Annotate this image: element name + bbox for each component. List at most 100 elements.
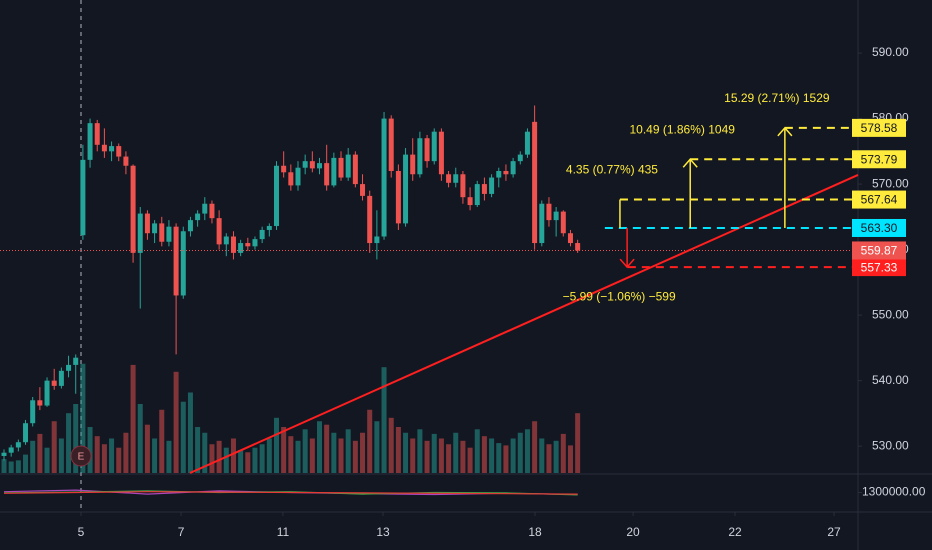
- candle-body: [187, 220, 193, 232]
- candle-body: [324, 163, 330, 186]
- indicator-line: [4, 491, 578, 495]
- candle-body: [51, 380, 57, 386]
- volume-bar: [87, 427, 93, 473]
- candle-body: [252, 239, 258, 247]
- measure-label: 10.49 (1.86%) 1049: [630, 122, 736, 136]
- candle-body: [288, 172, 294, 186]
- volume-bar: [223, 447, 229, 473]
- candle-body: [575, 243, 581, 251]
- x-tick-label: 5: [78, 525, 85, 539]
- volume-bar: [259, 444, 265, 473]
- candle-body: [510, 161, 516, 175]
- volume-bar: [37, 433, 43, 473]
- candle-body: [202, 203, 208, 214]
- candle-body: [144, 213, 150, 234]
- volume-bar: [360, 432, 366, 473]
- arrow-head: [682, 158, 698, 168]
- volume-bar: [467, 447, 473, 473]
- volume-bar: [503, 445, 509, 473]
- last-price-tag-box: [852, 241, 906, 260]
- volume-bar: [481, 436, 487, 473]
- candle-body: [30, 400, 36, 424]
- volume-bar: [195, 427, 201, 473]
- volume-bar: [453, 432, 459, 473]
- candle-body: [1, 452, 7, 456]
- earnings-icon-letter: E: [78, 452, 85, 463]
- volume-bar: [460, 440, 466, 473]
- y-tick-label: 540.00: [872, 373, 909, 387]
- x-tick-label: 22: [728, 525, 742, 539]
- volume-bar: [403, 432, 409, 473]
- volume-bar: [288, 436, 294, 473]
- candle-body: [367, 195, 373, 244]
- y-tick-label: 550.00: [872, 307, 909, 321]
- level-tag-box: [852, 218, 906, 237]
- candle-body: [539, 203, 545, 244]
- candle-body: [180, 231, 186, 296]
- volume-bar: [51, 421, 57, 473]
- level-tag: 563.30: [861, 221, 898, 235]
- volume-bar: [302, 429, 308, 473]
- volume-bar: [438, 438, 444, 473]
- candle-body: [360, 184, 366, 196]
- volume-bar: [567, 445, 573, 473]
- volume-bar: [309, 438, 315, 473]
- volume-bar: [58, 438, 64, 473]
- level-tag-box: [852, 150, 906, 169]
- volume-bar: [560, 433, 566, 473]
- candle-body: [159, 223, 165, 242]
- candle-body: [116, 146, 122, 157]
- volume-bar: [345, 429, 351, 473]
- volume-bar: [496, 443, 502, 473]
- trendline: [189, 174, 859, 474]
- candle-body: [352, 154, 358, 185]
- volume-bar: [180, 401, 186, 473]
- volume-bar: [431, 433, 437, 473]
- candle-body: [317, 163, 323, 169]
- volume-bar: [66, 413, 72, 473]
- volume-bar: [367, 409, 373, 473]
- candle-body: [309, 161, 315, 169]
- volume-bar: [331, 432, 337, 473]
- x-tick-label: 11: [277, 525, 290, 539]
- volume-bar: [252, 447, 258, 473]
- x-tick-label: 20: [626, 525, 640, 539]
- level-tag: 578.58: [861, 121, 898, 135]
- candle-body: [8, 447, 14, 453]
- volume-bar: [230, 438, 236, 473]
- candle-body: [374, 236, 380, 244]
- indicator-tick-label: 1300000.00: [862, 485, 926, 499]
- candle-body: [524, 131, 530, 155]
- x-tick-label: 13: [376, 525, 390, 539]
- level-tag-box: [852, 118, 906, 137]
- volume-bar: [144, 424, 150, 473]
- candle-body: [209, 203, 215, 219]
- arrow-head: [777, 126, 793, 137]
- last-price-tag: 559.87: [861, 244, 898, 258]
- volume-bar: [159, 409, 165, 473]
- candle-body: [137, 213, 143, 253]
- candle-body: [410, 154, 416, 175]
- candle-body: [15, 442, 21, 448]
- candle-body: [388, 118, 394, 171]
- volume-bar: [73, 404, 79, 473]
- volume-bar: [30, 440, 36, 473]
- volume-bar: [202, 432, 208, 473]
- candle-body: [553, 211, 559, 221]
- earnings-icon[interactable]: [70, 445, 92, 467]
- candle-body: [216, 218, 222, 245]
- candle-body: [431, 131, 437, 162]
- volume-bar: [489, 438, 495, 473]
- volume-bar: [532, 421, 538, 473]
- measure-label: −5.99 (−1.06%) −599: [563, 289, 676, 303]
- volume-bar: [130, 364, 136, 473]
- volume-bar: [15, 460, 21, 473]
- volume-bar: [8, 461, 14, 473]
- candle-body: [37, 400, 43, 406]
- candle-body: [338, 157, 344, 178]
- level-tag: 573.79: [861, 152, 898, 166]
- volume-bar: [388, 417, 394, 473]
- volume-bar: [417, 429, 423, 473]
- level-tag: 567.64: [861, 193, 898, 207]
- y-tick-label: 570.00: [872, 176, 909, 190]
